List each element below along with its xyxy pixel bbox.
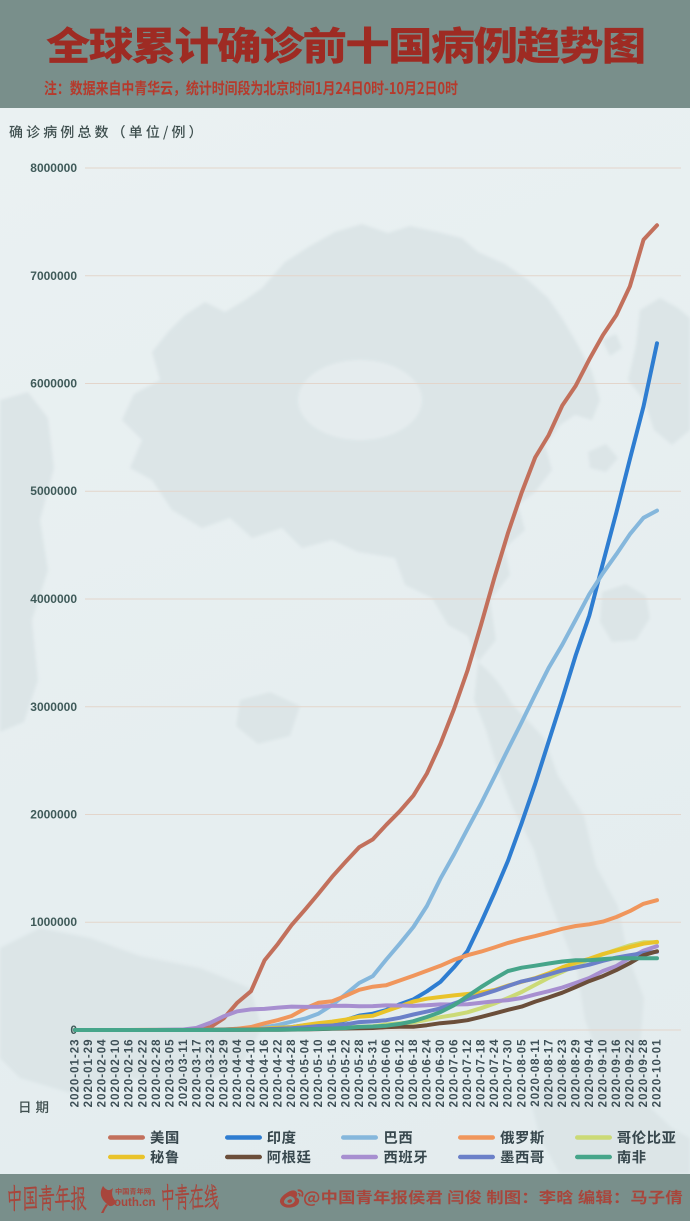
svg-text:2020-05-28: 2020-05-28: [354, 1039, 366, 1108]
svg-text:2020-09-22: 2020-09-22: [625, 1039, 637, 1108]
svg-text:2020-09-04: 2020-09-04: [584, 1039, 596, 1108]
svg-text:2020-05-16: 2020-05-16: [327, 1039, 339, 1108]
svg-text:4000000: 4000000: [30, 592, 77, 606]
svg-text:2020-03-05: 2020-03-05: [164, 1039, 176, 1108]
svg-text:2020-05-31: 2020-05-31: [367, 1039, 379, 1108]
svg-text:2020-02-16: 2020-02-16: [124, 1039, 136, 1108]
svg-text:2020-08-17: 2020-08-17: [543, 1039, 555, 1108]
svg-text:2020-08-23: 2020-08-23: [557, 1039, 569, 1108]
svg-text:2020-07-18: 2020-07-18: [476, 1039, 488, 1108]
svg-text:2020-06-18: 2020-06-18: [408, 1039, 420, 1108]
svg-text:2020-01-29: 2020-01-29: [83, 1039, 95, 1108]
svg-text:1000000: 1000000: [30, 915, 77, 929]
svg-text:2020-04-04: 2020-04-04: [232, 1039, 244, 1108]
svg-text:2020-02-22: 2020-02-22: [137, 1039, 149, 1108]
svg-text:2020-03-29: 2020-03-29: [219, 1039, 231, 1108]
svg-text:2020-06-24: 2020-06-24: [422, 1039, 434, 1108]
svg-text:2020-05-04: 2020-05-04: [300, 1039, 312, 1108]
svg-text:8000000: 8000000: [30, 161, 77, 175]
svg-text:2020-07-24: 2020-07-24: [489, 1039, 501, 1108]
svg-text:6000000: 6000000: [30, 377, 77, 391]
svg-text:2020-05-22: 2020-05-22: [340, 1039, 352, 1108]
svg-text:2000000: 2000000: [30, 808, 77, 822]
svg-text:2020-03-23: 2020-03-23: [205, 1039, 217, 1108]
svg-text:2020-10-01: 2020-10-01: [652, 1039, 664, 1108]
svg-text:2020-09-28: 2020-09-28: [638, 1039, 650, 1108]
svg-text:2020-06-06: 2020-06-06: [381, 1039, 393, 1108]
svg-text:2020-05-10: 2020-05-10: [313, 1039, 325, 1108]
svg-text:2020-06-12: 2020-06-12: [394, 1039, 406, 1108]
svg-text:2020-02-28: 2020-02-28: [151, 1039, 163, 1108]
svg-text:2020-03-17: 2020-03-17: [191, 1039, 203, 1108]
svg-text:2020-08-05: 2020-08-05: [516, 1039, 528, 1108]
svg-text:2020-08-11: 2020-08-11: [530, 1039, 542, 1107]
svg-text:2020-09-16: 2020-09-16: [611, 1039, 623, 1108]
svg-text:2020-04-28: 2020-04-28: [286, 1039, 298, 1108]
svg-text:2020-02-10: 2020-02-10: [110, 1039, 122, 1108]
svg-text:2020-07-12: 2020-07-12: [462, 1039, 474, 1108]
svg-text:2020-04-10: 2020-04-10: [246, 1039, 258, 1108]
svg-text:2020-04-22: 2020-04-22: [273, 1039, 285, 1108]
svg-text:2020-02-04: 2020-02-04: [97, 1039, 109, 1108]
svg-text:7000000: 7000000: [30, 269, 77, 283]
svg-text:2020-08-29: 2020-08-29: [570, 1039, 582, 1108]
svg-text:5000000: 5000000: [30, 484, 77, 498]
svg-text:2020-01-23: 2020-01-23: [70, 1039, 82, 1108]
svg-text:2020-03-11: 2020-03-11: [178, 1039, 190, 1107]
svg-text:2020-09-10: 2020-09-10: [598, 1039, 610, 1108]
svg-text:2020-06-30: 2020-06-30: [435, 1039, 447, 1108]
svg-text:2020-07-06: 2020-07-06: [449, 1039, 461, 1108]
svg-text:outh.cn: outh.cn: [114, 1197, 156, 1209]
svg-text:2020-04-16: 2020-04-16: [259, 1039, 271, 1108]
svg-text:2020-07-30: 2020-07-30: [503, 1039, 515, 1108]
svg-text:3000000: 3000000: [30, 700, 77, 714]
